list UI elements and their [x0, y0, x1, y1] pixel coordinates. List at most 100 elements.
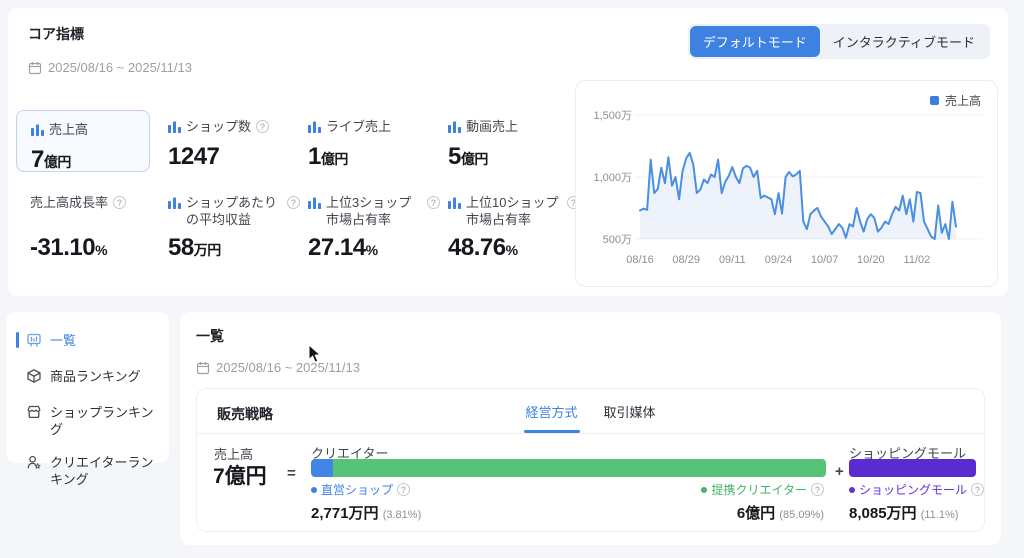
date-range[interactable]: 2025/08/16 ~ 2025/11/13	[28, 60, 192, 75]
sidebar-item-shop-ranking[interactable]: ショップランキング	[6, 396, 169, 446]
bar-chart-icon	[168, 196, 181, 213]
sales-line-chart[interactable]: 売上高 500万 1,000万 1,500万 08/16 08/29 09/11 09/24…	[575, 80, 998, 287]
sidebar-item-label: 一覧	[50, 333, 77, 348]
svg-text:500万: 500万	[603, 234, 632, 246]
legend-value: 6億円	[736, 505, 776, 522]
help-icon[interactable]: ?	[971, 483, 984, 496]
metric-label: ショップ数	[186, 119, 252, 134]
legend-name: 提携クリエイター	[711, 483, 807, 497]
chart-legend: 売上高	[929, 92, 981, 109]
creator-stacked-bar[interactable]	[311, 459, 826, 477]
metric-label: ショップあたりの平均収益	[186, 195, 278, 227]
metric-label: 動画売上	[466, 119, 519, 134]
legend-label: 売上高	[944, 94, 981, 108]
date-range-text: 2025/08/16 ~ 2025/11/13	[216, 360, 360, 375]
bar-chart-icon	[31, 123, 44, 140]
mall-bar[interactable]	[849, 459, 976, 477]
metric-sales[interactable]: 売上高 7億円	[16, 110, 150, 173]
calendar-icon	[196, 361, 210, 375]
sales-strategy-card: 販売戦略 経営方式 取引媒体 売上高 7億円 = クリエイター + ショッピング…	[196, 388, 985, 532]
svg-text:1,500万: 1,500万	[593, 110, 632, 122]
page-title: コア指標	[28, 26, 84, 42]
legend-swatch	[929, 96, 939, 105]
metric-live-sales[interactable]: ライブ売上 1億円	[308, 118, 446, 171]
metric-unit: %	[505, 242, 518, 258]
mall-group-label: ショッピングモール	[849, 446, 967, 461]
creator-icon	[26, 454, 42, 474]
divider	[197, 433, 984, 434]
calendar-icon	[28, 61, 42, 75]
metric-unit: 億円	[460, 151, 489, 167]
sidebar-item-product-ranking[interactable]: 商品ランキング	[6, 360, 169, 396]
metric-unit: %	[365, 242, 378, 258]
mode-toggle: デフォルトモード インタラクティブモード	[687, 24, 990, 59]
help-icon[interactable]: ?	[113, 196, 127, 209]
svg-text:11/02: 11/02	[904, 254, 931, 266]
metric-unit: %	[95, 242, 108, 258]
tab-management-method[interactable]: 経営方式	[523, 402, 580, 433]
tab-transaction-medium[interactable]: 取引媒体	[603, 405, 656, 420]
interactive-mode-button[interactable]: インタラクティブモード	[832, 35, 975, 50]
sidebar-item-creator-ranking[interactable]: クリエイターランキング	[6, 446, 169, 496]
bar-chart-icon	[308, 120, 321, 137]
date-range[interactable]: 2025/08/16 ~ 2025/11/13	[196, 360, 360, 375]
line-chart-svg: 500万 1,000万 1,500万 08/16 08/29 09/11 09/24 10/0…	[593, 110, 983, 266]
svg-text:10/20: 10/20	[857, 254, 885, 266]
metric-value: 1247	[168, 143, 220, 170]
equals-sign: =	[287, 465, 296, 482]
legend-value: 2,771万円	[311, 505, 379, 522]
metric-value: -31.10	[30, 234, 96, 261]
svg-text:09/11: 09/11	[719, 254, 746, 266]
svg-text:08/29: 08/29	[672, 254, 700, 266]
sidebar-item-label: クリエイターランキング	[50, 455, 154, 487]
partner-creator-segment[interactable]	[333, 459, 826, 477]
metric-label: 上位10ショップ市場占有率	[466, 195, 559, 227]
total-sales-value: 7億円	[213, 465, 267, 488]
help-icon[interactable]: ?	[811, 483, 824, 496]
help-icon[interactable]: ?	[427, 196, 440, 209]
box-icon	[26, 368, 42, 388]
svg-text:08/16: 08/16	[626, 254, 654, 266]
metric-video-sales[interactable]: 動画売上 5億円	[448, 118, 586, 171]
dashboard-icon	[26, 332, 42, 352]
metric-value: 58	[168, 234, 194, 261]
legend-name: 直営ショップ	[321, 483, 394, 497]
help-icon[interactable]: ?	[287, 196, 300, 209]
metric-avg-revenue-per-shop[interactable]: ショップあたりの平均収益 ? 58万円	[168, 194, 306, 262]
overview-title: 一覧	[196, 328, 224, 344]
strategy-tabs: 経営方式 取引媒体	[523, 402, 656, 433]
metric-value: 5	[448, 143, 461, 170]
legend-dot	[849, 486, 855, 493]
core-metrics-panel: コア指標 2025/08/16 ~ 2025/11/13 デフォルトモード イン…	[8, 8, 1008, 296]
metric-shop-count[interactable]: ショップ数 ? 1247	[168, 118, 306, 171]
metric-top10-share[interactable]: 上位10ショップ市場占有率 ? 48.76%	[448, 194, 586, 262]
metric-value: 48.76	[448, 234, 506, 261]
metric-label: ライブ売上	[326, 119, 392, 134]
mall-segment[interactable]	[849, 459, 976, 477]
overview-panel: 一覧 2025/08/16 ~ 2025/11/13 販売戦略 経営方式 取引媒…	[180, 312, 1001, 545]
svg-text:09/24: 09/24	[765, 254, 793, 266]
default-mode-button[interactable]: デフォルトモード	[689, 26, 820, 57]
sidebar-item-overview[interactable]: 一覧	[6, 324, 169, 360]
bar-chart-icon	[168, 120, 181, 137]
svg-text:10/07: 10/07	[811, 254, 839, 266]
metric-unit: 億円	[320, 151, 349, 167]
direct-shop-segment[interactable]	[311, 459, 334, 477]
metric-unit: 万円	[193, 242, 222, 258]
bar-chart-icon	[308, 196, 321, 213]
metric-value: 7	[31, 146, 44, 173]
bar-chart-icon	[448, 196, 461, 213]
legend-pct: (85.09%)	[779, 509, 824, 521]
metric-top3-share[interactable]: 上位3ショップ市場占有率 ? 27.14%	[308, 194, 446, 262]
plus-sign: +	[835, 463, 844, 480]
metric-value: 27.14	[308, 234, 366, 261]
date-range-text: 2025/08/16 ~ 2025/11/13	[48, 60, 192, 75]
total-sales-label: 売上高	[214, 447, 254, 462]
legend-name: ショッピングモール	[859, 483, 968, 497]
sidebar-item-label: 商品ランキング	[50, 369, 141, 384]
help-icon[interactable]: ?	[256, 120, 270, 133]
metric-label: 売上高成長率	[30, 195, 109, 210]
bar-chart-icon	[448, 120, 461, 137]
help-icon[interactable]: ?	[397, 483, 411, 496]
metric-sales-growth[interactable]: 売上高成長率 ? -31.10%	[30, 194, 168, 262]
